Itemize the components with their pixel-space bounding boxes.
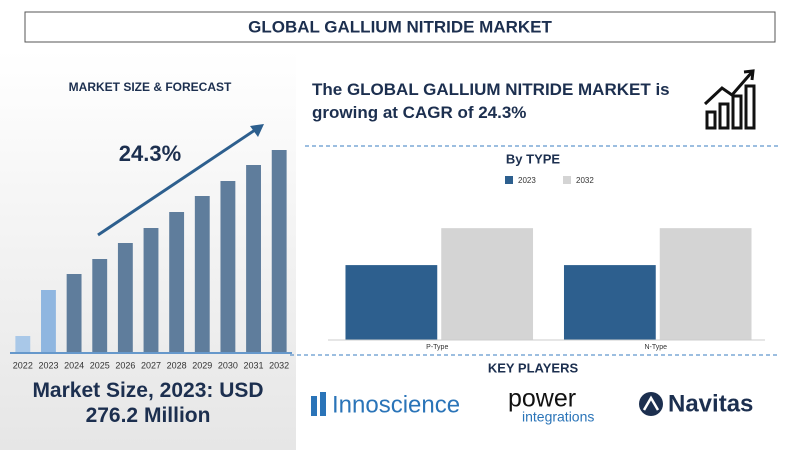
- market-size: Market Size, 2023: USD 276.2 Million: [32, 379, 264, 427]
- logo-text: Navitas: [668, 390, 753, 417]
- bar: [194, 196, 210, 352]
- logo-text: integrations: [522, 409, 594, 425]
- annotation: 24.3%: [119, 141, 181, 166]
- x-tick-label: 2023: [38, 360, 58, 370]
- x-tick-label: 2029: [192, 360, 212, 370]
- bar: [246, 165, 261, 352]
- trend-arrow: [97, 124, 264, 237]
- legend-label: 2023: [518, 176, 536, 185]
- power-logo: power integrations: [508, 385, 594, 425]
- bar: [15, 336, 31, 352]
- legend-swatch: [563, 176, 571, 184]
- x-tick-label: 2024: [64, 360, 84, 370]
- legend-label: 2032: [576, 176, 594, 185]
- x-tick-label: 2027: [141, 360, 161, 370]
- x-tick-label: 2031: [244, 360, 264, 370]
- bar: [563, 265, 656, 340]
- chart-title: By TYPE: [506, 151, 561, 166]
- growth-icon: [703, 69, 756, 130]
- x-tick-label: 2032: [269, 360, 289, 370]
- bar: [345, 265, 438, 340]
- logo-text: Innoscience: [332, 391, 460, 418]
- bar: [143, 228, 159, 352]
- x-tick-label: 2030: [218, 360, 238, 370]
- navitas-logo: Navitas: [639, 390, 753, 417]
- logo-text: power: [508, 385, 576, 413]
- bar: [659, 228, 752, 340]
- x-tick-label: 2026: [115, 360, 135, 370]
- chart-title: MARKET SIZE & FORECAST: [69, 80, 232, 94]
- x-tick-label: N-Type: [644, 344, 667, 351]
- bar: [66, 274, 82, 352]
- bar: [169, 212, 185, 352]
- section-title: KEY PLAYERS: [488, 360, 579, 375]
- x-tick-label: 2028: [167, 360, 187, 370]
- bar: [220, 181, 236, 352]
- headline: The GLOBAL GALLIUM NITRIDE MARKET is gro…: [312, 80, 670, 122]
- x-tick-label: 2022: [13, 360, 33, 370]
- x-tick-label: 2025: [90, 360, 110, 370]
- legend-swatch: [505, 176, 513, 184]
- bar: [117, 243, 133, 352]
- header-title: GLOBAL GALLIUM NITRIDE MARKET: [248, 17, 552, 36]
- bar: [271, 150, 287, 352]
- x-tick-label: P-Type: [426, 344, 448, 351]
- bar: [92, 259, 108, 352]
- header-box: [24, 11, 776, 43]
- bar: [41, 290, 56, 352]
- innoscience-logo: Innoscience: [311, 391, 460, 418]
- bar: [441, 228, 534, 340]
